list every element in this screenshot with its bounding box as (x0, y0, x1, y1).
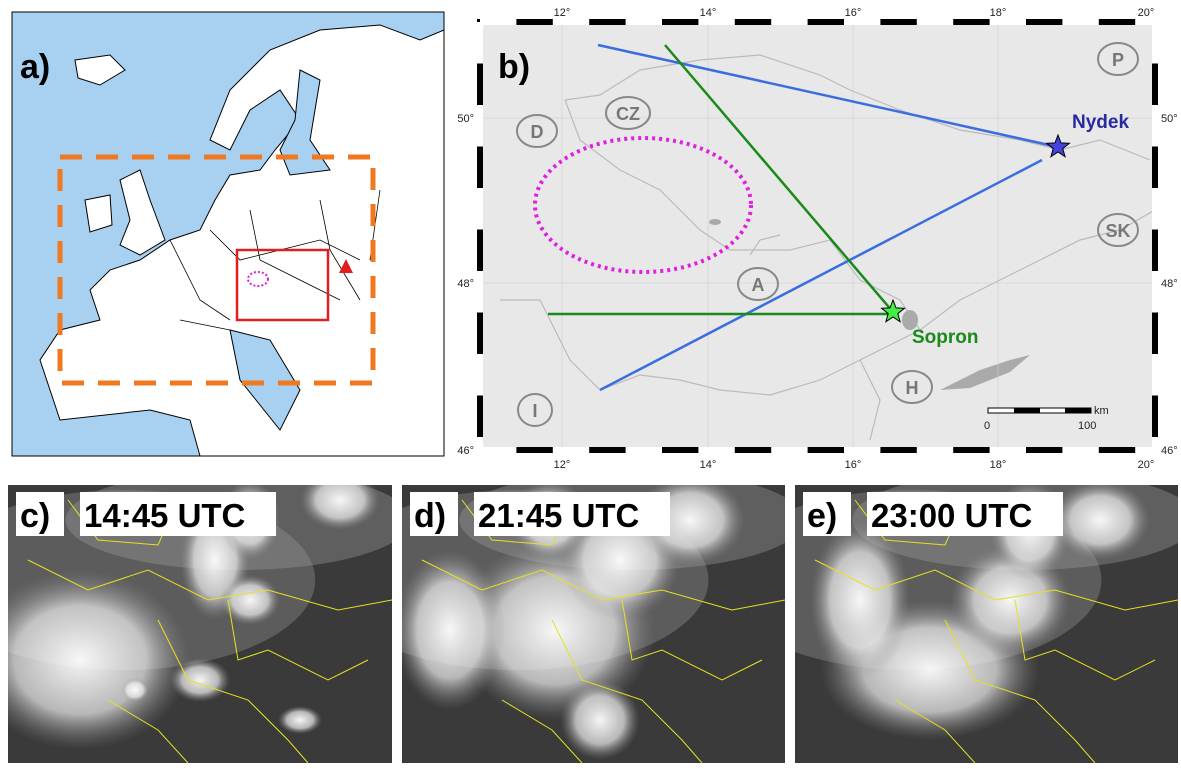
frame-tick (480, 447, 516, 453)
frame-tick (553, 447, 589, 453)
scale-end: 100 (1078, 420, 1096, 432)
country-label: P (1112, 50, 1124, 70)
map-background (480, 22, 1155, 450)
panel-a: a) (12, 12, 444, 456)
time-label: 21:45 UTC (478, 497, 639, 534)
country-label: D (531, 122, 544, 142)
lat-tick-label: 46° (457, 445, 474, 457)
frame-tick (917, 447, 953, 453)
country-label: SK (1105, 221, 1130, 241)
lon-tick-label: 16° (845, 7, 862, 19)
cloud (121, 678, 149, 702)
frame-tick (771, 447, 807, 453)
frame-tick (990, 19, 1026, 25)
lon-tick-label: 18° (990, 459, 1007, 471)
frame-tick (1152, 437, 1158, 479)
figure: a) Nydek Sopron DCZPS (0, 0, 1181, 769)
lat-tick-label: 50° (457, 113, 474, 125)
country-label: I (532, 401, 537, 421)
lat-tick-label: 50° (1161, 113, 1178, 125)
frame-tick (1152, 22, 1158, 64)
panel-label: e) (807, 497, 837, 535)
frame-tick (626, 447, 662, 453)
cloud (300, 470, 380, 530)
cloud (278, 706, 322, 734)
lon-tick-label: 14° (700, 459, 717, 471)
frame-tick (1062, 447, 1098, 453)
cloud (810, 520, 910, 680)
frame-tick (917, 19, 953, 25)
frame-tick (1152, 354, 1158, 396)
frame-tick (477, 188, 483, 230)
site-label: Sopron (912, 327, 979, 348)
frame-tick (990, 447, 1026, 453)
lon-tick-label: 18° (990, 7, 1007, 19)
frame-tick (626, 19, 662, 25)
country-label: H (906, 378, 919, 398)
lat-tick-label: 46° (1161, 445, 1178, 457)
frame-tick (698, 19, 734, 25)
cloud (560, 680, 640, 760)
lon-tick-label: 20° (1138, 7, 1155, 19)
satellite-panels: c) 14:45 UTC d) 21:45 UTC e) 23:00 UTC (0, 470, 1181, 763)
lon-tick-label: 12° (554, 459, 571, 471)
lat-tick-label: 48° (457, 278, 474, 290)
time-label: 23:00 UTC (871, 497, 1032, 534)
scale-start: 0 (984, 420, 990, 432)
panel-label: a) (20, 48, 50, 86)
country-label: A (752, 275, 765, 295)
frame-tick (1152, 105, 1158, 147)
lon-tick-label: 20° (1138, 459, 1155, 471)
frame-tick (698, 447, 734, 453)
frame-tick (477, 271, 483, 313)
lon-tick-label: 12° (554, 7, 571, 19)
cloud (220, 575, 280, 625)
lat-tick-label: 48° (1161, 278, 1178, 290)
frame-tick (844, 447, 880, 453)
panel-label: d) (414, 497, 446, 535)
panel-label: c) (20, 497, 50, 535)
frame-tick (480, 19, 516, 25)
frame-tick (1062, 19, 1098, 25)
time-label: 14:45 UTC (84, 497, 245, 534)
frame-tick (771, 19, 807, 25)
country-label: CZ (616, 104, 640, 124)
lon-tick-label: 14° (700, 7, 717, 19)
frame-tick (1152, 188, 1158, 230)
panel-b: Nydek Sopron D CZ P SK A H I 12° 12° 14° 14° 16° 16… (457, 7, 1177, 479)
site-label: Nydek (1072, 112, 1129, 133)
panel-label: b) (498, 48, 530, 86)
cloud (170, 658, 230, 702)
frame-tick (477, 437, 483, 479)
lon-tick-label: 16° (845, 459, 862, 471)
frame-tick (477, 354, 483, 396)
frame-tick (844, 19, 880, 25)
frame-tick (477, 22, 483, 64)
ireland (85, 195, 112, 232)
scale-unit: km (1094, 405, 1109, 417)
frame-tick (553, 19, 589, 25)
cloud (1050, 480, 1150, 560)
frame-tick (477, 105, 483, 147)
frame-tick (1152, 271, 1158, 313)
